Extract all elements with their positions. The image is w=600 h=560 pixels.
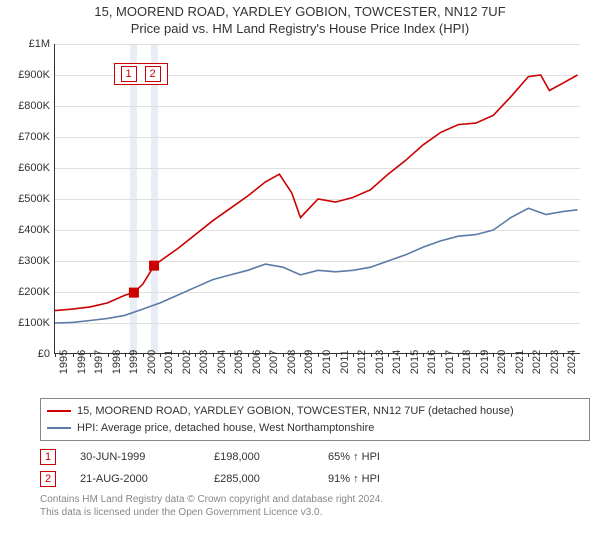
chart-subtitle: Price paid vs. HM Land Registry's House … — [0, 21, 600, 36]
transaction-price: £285,000 — [214, 473, 304, 485]
plot-svg — [55, 44, 581, 354]
legend-swatch — [47, 410, 71, 412]
plot-area — [54, 44, 580, 354]
in-chart-marker-legend: 12 — [114, 63, 168, 85]
xtick-label: 2015 — [409, 350, 421, 374]
series-line-hpi — [55, 208, 578, 323]
ytick-label: £800K — [0, 100, 50, 112]
xtick-label: 2023 — [549, 350, 561, 374]
xtick-label: 2001 — [163, 350, 175, 374]
transaction-number-badge: 1 — [40, 449, 56, 465]
ytick-label: £0 — [0, 348, 50, 360]
xtick-label: 2016 — [426, 350, 438, 374]
xtick-label: 1999 — [128, 350, 140, 374]
xtick-label: 1996 — [76, 350, 88, 374]
in-chart-marker-legend-item: 1 — [121, 66, 137, 82]
xtick-label: 2003 — [198, 350, 210, 374]
ytick-label: £400K — [0, 224, 50, 236]
xtick-label: 2007 — [268, 350, 280, 374]
transaction-date: 30-JUN-1999 — [80, 451, 190, 463]
xtick-label: 2011 — [339, 350, 351, 374]
footnote-line1: Contains HM Land Registry data © Crown c… — [40, 493, 590, 506]
xtick-label: 2020 — [496, 350, 508, 374]
transaction-marker-2 — [149, 261, 159, 271]
ytick-label: £700K — [0, 131, 50, 143]
xtick-label: 2004 — [216, 350, 228, 374]
legend-row: 15, MOOREND ROAD, YARDLEY GOBION, TOWCES… — [47, 403, 583, 420]
transaction-row: 1 30-JUN-1999 £198,000 65% ↑ HPI — [40, 449, 590, 465]
transaction-marker-1 — [129, 288, 139, 298]
xtick-label: 1997 — [93, 350, 105, 374]
xtick-label: 2010 — [321, 350, 333, 374]
legend-row: HPI: Average price, detached house, West… — [47, 420, 583, 437]
legend-swatch — [47, 427, 71, 429]
xtick-label: 2000 — [146, 350, 158, 374]
transaction-table: 1 30-JUN-1999 £198,000 65% ↑ HPI 2 21-AUG-200… — [40, 449, 590, 487]
ytick-label: £500K — [0, 193, 50, 205]
xtick-label: 2006 — [251, 350, 263, 374]
xtick-label: 2009 — [303, 350, 315, 374]
in-chart-marker-legend-item: 2 — [145, 66, 161, 82]
title-block: 15, MOOREND ROAD, YARDLEY GOBION, TOWCES… — [0, 0, 600, 36]
ytick-label: £100K — [0, 317, 50, 329]
below-chart-block: 15, MOOREND ROAD, YARDLEY GOBION, TOWCES… — [40, 398, 590, 519]
ytick-label: £600K — [0, 162, 50, 174]
chart-title-address: 15, MOOREND ROAD, YARDLEY GOBION, TOWCES… — [0, 4, 600, 19]
transaction-vs-hpi: 91% ↑ HPI — [328, 473, 380, 485]
ytick-label: £900K — [0, 69, 50, 81]
xtick-label: 2017 — [444, 350, 456, 374]
xtick-label: 2021 — [514, 350, 526, 374]
ytick-label: £300K — [0, 255, 50, 267]
transaction-price: £198,000 — [214, 451, 304, 463]
transaction-vs-hpi: 65% ↑ HPI — [328, 451, 380, 463]
xtick-label: 2013 — [374, 350, 386, 374]
xtick-label: 2022 — [531, 350, 543, 374]
footnote: Contains HM Land Registry data © Crown c… — [40, 493, 590, 519]
ytick-label: £1M — [0, 38, 50, 50]
series-line-price_paid — [55, 75, 578, 311]
xtick-label: 2014 — [391, 350, 403, 374]
xtick-label: 2024 — [566, 350, 578, 374]
transaction-number-badge: 2 — [40, 471, 56, 487]
xtick-label: 1998 — [111, 350, 123, 374]
xtick-label: 2005 — [233, 350, 245, 374]
xtick-label: 2018 — [461, 350, 473, 374]
legend-label: HPI: Average price, detached house, West… — [77, 420, 374, 437]
xtick-label: 2002 — [181, 350, 193, 374]
legend-label: 15, MOOREND ROAD, YARDLEY GOBION, TOWCES… — [77, 403, 514, 420]
xtick-label: 2012 — [356, 350, 368, 374]
transaction-date: 21-AUG-2000 — [80, 473, 190, 485]
xtick-label: 2019 — [479, 350, 491, 374]
xtick-label: 1995 — [58, 350, 70, 374]
ytick-label: £200K — [0, 286, 50, 298]
footnote-line2: This data is licensed under the Open Gov… — [40, 506, 590, 519]
series-legend-box: 15, MOOREND ROAD, YARDLEY GOBION, TOWCES… — [40, 398, 590, 441]
transaction-row: 2 21-AUG-2000 £285,000 91% ↑ HPI — [40, 471, 590, 487]
xtick-label: 2008 — [286, 350, 298, 374]
